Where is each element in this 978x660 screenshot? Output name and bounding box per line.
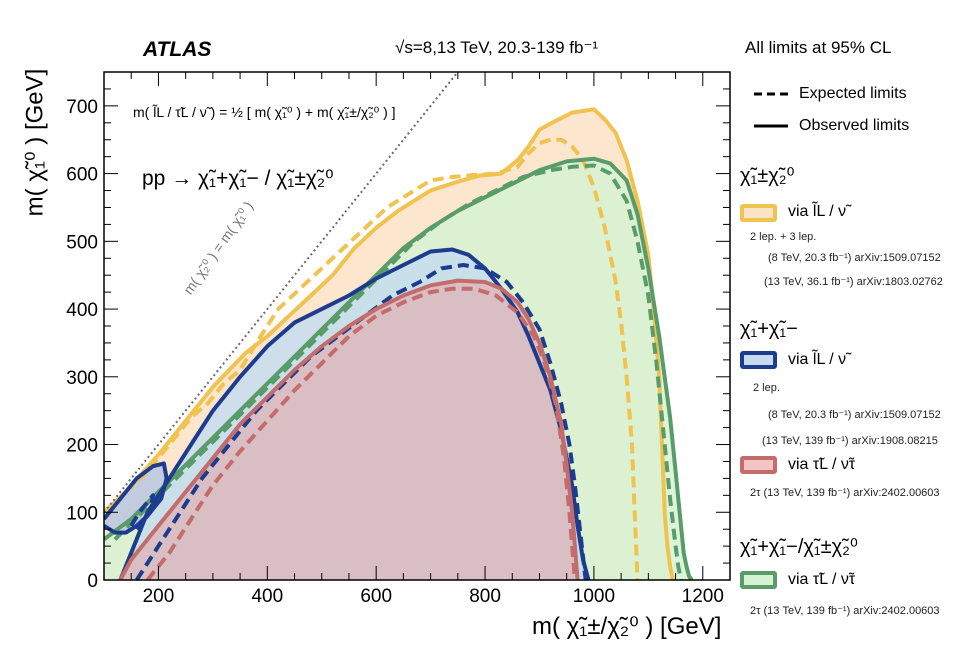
x-tick-label: 1200 xyxy=(682,586,724,607)
y-tick-label: 700 xyxy=(66,97,98,118)
series-9-dashed xyxy=(145,286,577,580)
x-tick-label: 1000 xyxy=(573,586,615,607)
experiment-label: ATLAS xyxy=(143,38,212,61)
legend-entry-label: via τ̃L / ν̃τ xyxy=(788,571,856,588)
series-7-dashed xyxy=(129,493,155,531)
series-6-solid xyxy=(104,461,169,535)
series-8-solid-fill xyxy=(120,280,578,580)
legend-note: (8 TeV, 20.3 fb⁻¹) arXiv:1509.07152 xyxy=(768,252,941,264)
legend-entry-label: via l̃L / ν̃ xyxy=(788,351,847,368)
y-tick-label: 200 xyxy=(66,436,98,457)
legend-note: 2τ (13 TeV, 139 fb⁻¹) arXiv:2402.00603 xyxy=(750,487,940,499)
x-axis-title: m( χ̃₁±/χ̃₂⁰ ) [GeV] xyxy=(532,613,722,640)
series-5-dashed xyxy=(135,263,588,580)
legend-note: (8 TeV, 20.3 fb⁻¹) arXiv:1509.07152 xyxy=(768,409,941,421)
y-tick-label: 500 xyxy=(66,232,98,253)
legend-group-header: χ̃₁+χ̃₁−/χ̃₁±χ̃₂⁰ xyxy=(740,536,858,558)
process-annotation: pp → χ̃₁+χ̃₁− / χ̃₁±χ̃₂⁰ xyxy=(142,167,334,190)
cl-note: All limits at 95% CL xyxy=(745,38,892,57)
x-tick-label: 800 xyxy=(469,586,501,607)
legend-swatch-c1c1-slepton xyxy=(740,351,777,369)
y-tick-label: 100 xyxy=(66,503,98,524)
energy-lumi-label: √s=8,13 TeV, 20.3-139 fb⁻¹ xyxy=(395,38,599,57)
legend-group-header: χ̃₁+χ̃₁− xyxy=(740,318,798,340)
series-10-dotted xyxy=(104,72,459,513)
legend-note: (13 TeV, 139 fb⁻¹) arXiv:1908.08215 xyxy=(762,435,938,447)
legend-entry-label: via l̃L / ν̃ xyxy=(788,203,847,220)
slepton-mass-annotation: m( l̃L / τ̃L / ν̃ ) = ½ [ m( χ̃₁⁰ ) + m(… xyxy=(133,104,396,120)
x-tick-label: 400 xyxy=(251,586,283,607)
y-tick-label: 600 xyxy=(66,165,98,186)
legend-group-header: χ̃₁±χ̃₂⁰ xyxy=(740,165,795,187)
legend-swatch-combined-stau xyxy=(740,571,777,589)
legend-observed: Observed limits xyxy=(799,117,910,134)
legend-note: 2 lep. + 3 lep. xyxy=(750,231,817,243)
legend-expected: Expected limits xyxy=(799,85,907,102)
legend-note: 2τ (13 TeV, 139 fb⁻¹) arXiv:2402.00603 xyxy=(750,605,940,617)
line-layer xyxy=(104,72,694,580)
legend-note: (13 TeV, 36.1 fb⁻¹) arXiv:1803.02762 xyxy=(764,276,943,288)
legend-swatch-c1c1-stau xyxy=(740,456,777,474)
series-8-solid xyxy=(118,278,580,580)
fill-layer xyxy=(104,109,692,580)
x-tick-label: 200 xyxy=(143,586,175,607)
x-tick-label: 600 xyxy=(360,586,392,607)
series-3-dashed xyxy=(113,163,683,580)
y-tick-label: 300 xyxy=(66,368,98,389)
axes: 200 400 600 800 1000 1200 0 100 200 300 400 500 600 7… xyxy=(66,71,731,607)
legend-entry-label: via τ̃L / ν̃τ xyxy=(788,456,856,473)
y-axis-title: m( χ̃₁⁰ ) [GeV] xyxy=(21,68,49,217)
series-1-dashed xyxy=(124,137,640,580)
y-tick-label: 400 xyxy=(66,300,98,321)
y-tick-label: 0 xyxy=(87,571,98,592)
legend-note: 2 lep. xyxy=(753,382,780,394)
legend-swatch-c1n2-slepton xyxy=(740,204,777,222)
legend-style-swatches xyxy=(754,92,788,128)
